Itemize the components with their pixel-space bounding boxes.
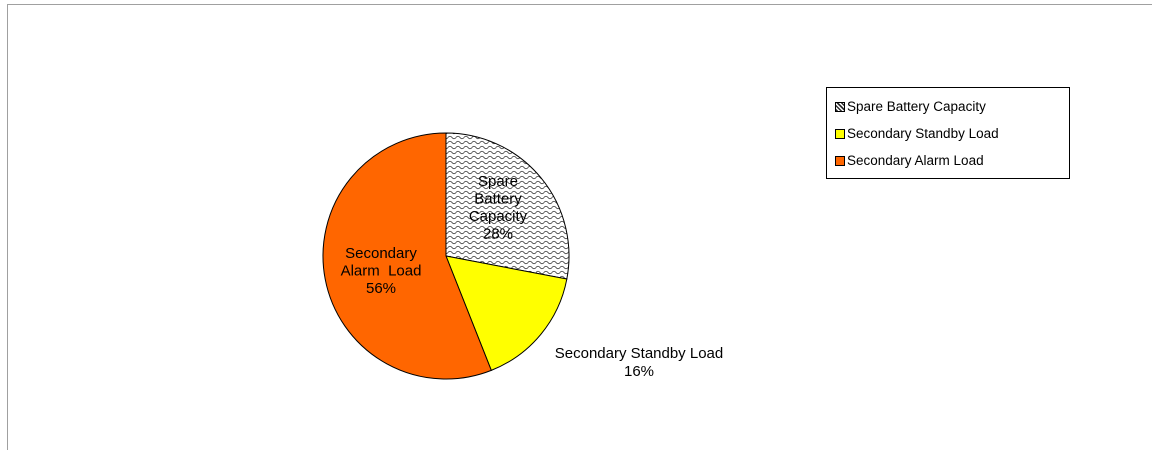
slice-label-secondary-alarm-load: Secondary Alarm Load 56% bbox=[341, 245, 422, 297]
legend-label: Secondary Alarm Load bbox=[847, 153, 984, 168]
pie-slice-secondary-alarm-load bbox=[322, 132, 492, 380]
legend-swatch-spare-battery-capacity bbox=[835, 102, 845, 112]
slice-label-spare-battery-capacity: Spare Battery Capacity 28% bbox=[469, 173, 528, 243]
legend-entry-secondary-alarm-load: Secondary Alarm Load bbox=[827, 147, 1069, 174]
chart-legend: Spare Battery Capacity Secondary Standby… bbox=[826, 87, 1070, 179]
legend-label: Secondary Standby Load bbox=[847, 126, 999, 141]
slice-label-secondary-standby-load: Secondary Standby Load 16% bbox=[555, 345, 723, 380]
legend-entry-secondary-standby-load: Secondary Standby Load bbox=[827, 120, 1069, 147]
legend-swatch-secondary-alarm-load bbox=[835, 156, 845, 166]
legend-label: Spare Battery Capacity bbox=[847, 99, 986, 114]
legend-swatch-secondary-standby-load bbox=[835, 129, 845, 139]
pie-slice-secondary-standby-load bbox=[445, 255, 568, 372]
pie-slice-spare-battery-capacity bbox=[445, 132, 570, 280]
legend-entry-spare-battery-capacity: Spare Battery Capacity bbox=[827, 93, 1069, 120]
chart-area bbox=[7, 4, 1152, 450]
